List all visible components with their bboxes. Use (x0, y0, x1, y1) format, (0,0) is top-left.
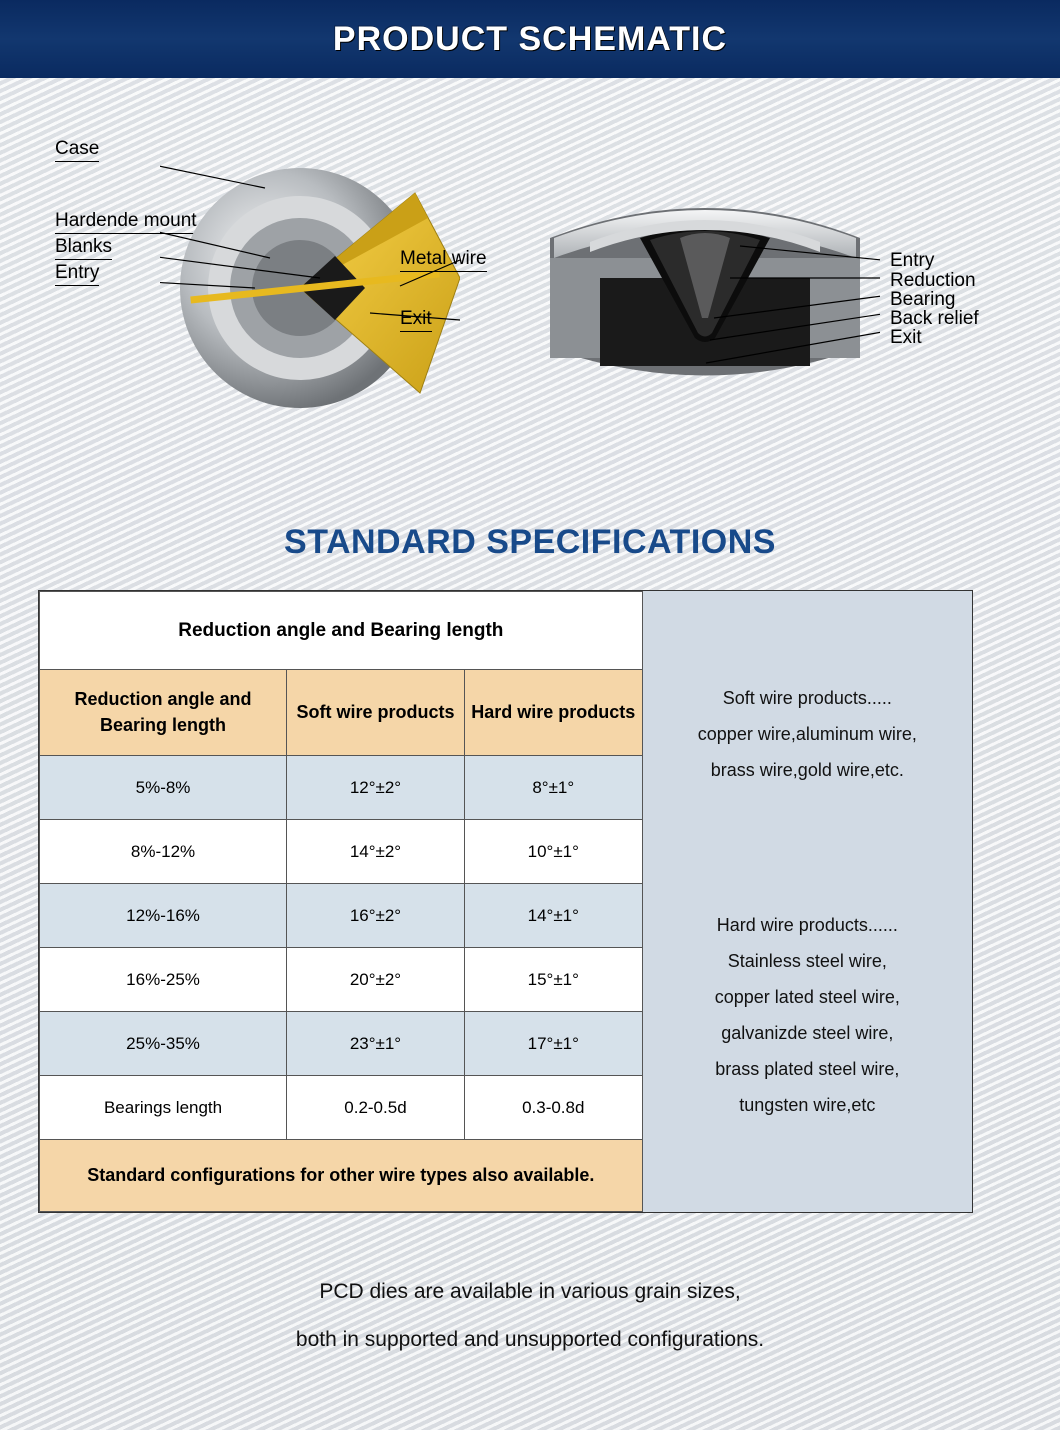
label-case: Case (55, 138, 99, 162)
col-head-0: Reduction angle and Bearing length (40, 670, 287, 756)
col-head-2: Hard wire products (464, 670, 642, 756)
side-hard-body: Stainless steel wire, copper lated steel… (661, 943, 954, 1123)
side-soft-title: Soft wire products..... (661, 680, 954, 716)
table-row: 5%-8%12°±2°8°±1° (40, 756, 643, 820)
side-soft: Soft wire products..... copper wire,alum… (661, 680, 954, 788)
page-title: PRODUCT SCHEMATIC (333, 20, 727, 59)
label-exit-left: Exit (400, 308, 432, 332)
label-entry-right: Entry (890, 250, 934, 272)
table-row: 25%-35%23°±1°17°±1° (40, 1012, 643, 1076)
side-soft-body: copper wire,aluminum wire, brass wire,go… (661, 716, 954, 788)
table-row: 8%-12%14°±2°10°±1° (40, 820, 643, 884)
side-hard: Hard wire products...... Stainless steel… (661, 907, 954, 1123)
table-row: Bearings length0.2-0.5d0.3-0.8d (40, 1076, 643, 1140)
table-footer: Standard configurations for other wire t… (40, 1140, 643, 1212)
spec-wrap: Reduction angle and Bearing length Reduc… (38, 590, 973, 1213)
table-row: 12%-16%16°±2°14°±1° (40, 884, 643, 948)
header-bar: PRODUCT SCHEMATIC (0, 0, 1060, 78)
side-panel: Soft wire products..... copper wire,alum… (643, 591, 972, 1212)
table-row: 16%-25%20°±2°15°±1° (40, 948, 643, 1012)
label-blanks: Blanks (55, 236, 112, 260)
spec-table: Reduction angle and Bearing length Reduc… (39, 591, 643, 1212)
side-hard-title: Hard wire products...... (661, 907, 954, 943)
label-metal-wire: Metal wire (400, 248, 487, 272)
col-head-1: Soft wire products (287, 670, 465, 756)
table-title: Reduction angle and Bearing length (40, 592, 643, 670)
schematic-diagrams: Case Hardende mount Blanks Entry (0, 108, 1060, 488)
label-entry-left: Entry (55, 262, 99, 286)
die-cutaway-icon (160, 138, 460, 438)
spec-title: STANDARD SPECIFICATIONS (0, 523, 1060, 562)
bottom-note: PCD dies are available in various grain … (0, 1268, 1060, 1365)
die-crosssection-icon (530, 168, 880, 408)
label-exit-right: Exit (890, 327, 922, 349)
